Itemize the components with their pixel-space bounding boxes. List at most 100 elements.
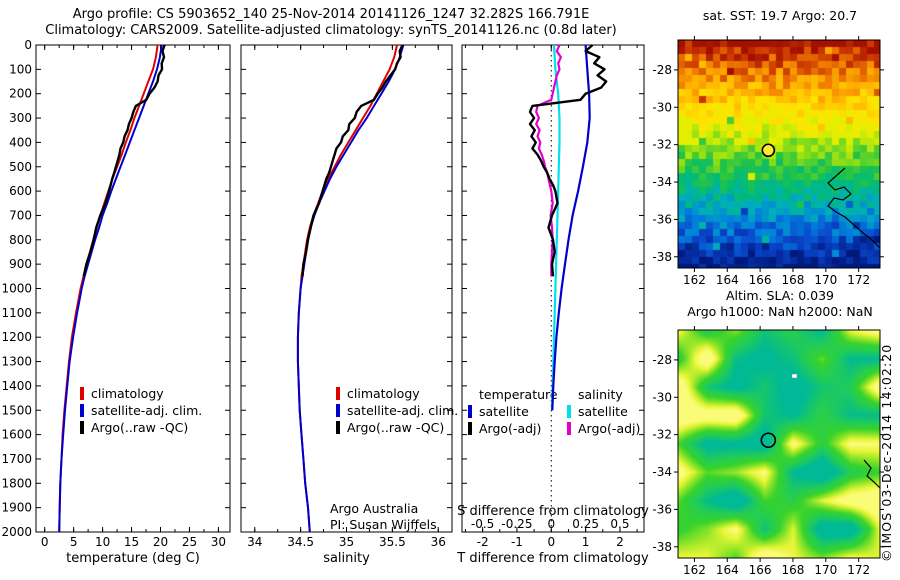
sla-map-lat-tick-label: -28 xyxy=(652,353,672,367)
diff-legend-salinity-items: satellite Argo(-adj) xyxy=(567,403,640,437)
legend-item-s-satellite: satellite xyxy=(567,403,640,420)
temperature-profile-series-2 xyxy=(82,44,166,277)
temperature-profile-y-tick-label: 500 xyxy=(9,160,32,174)
temperature-profile-x-tick-label: 0 xyxy=(41,535,49,549)
temperature-profile-y-tick-label: 1200 xyxy=(1,330,32,344)
satellite-adj-label: satellite-adj. clim. xyxy=(91,403,203,418)
difference-profile-x-tick-label: 0 xyxy=(547,535,555,549)
sla-map-lon-tick-label: 162 xyxy=(683,563,706,577)
salinity-profile-xlabel: salinity xyxy=(323,551,370,566)
sla-map-lon-tick-label: 172 xyxy=(847,563,870,577)
temperature-profile-xlabel: temperature (deg C) xyxy=(66,551,200,566)
temperature-profile-y-tick-label: 1000 xyxy=(1,282,32,296)
sst-map-lat-tick-label: -36 xyxy=(652,212,672,226)
temperature-plot-legend: climatology satellite-adj. clim. Argo(..… xyxy=(80,385,202,436)
salinity-profile-x-tick-label: 34 xyxy=(247,535,262,549)
sla-map-axes: 162 164 166 168 170 172 -28 -30 -32 -34 -36 -38 xyxy=(652,326,884,577)
temperature-profile-y-tick-label: 1900 xyxy=(1,501,32,515)
sla-map-island-speck xyxy=(791,373,798,379)
salinity-profile-series-2 xyxy=(301,44,404,277)
climatology-line-swatch xyxy=(336,387,340,400)
sla-map-lat-tick-label: -32 xyxy=(652,428,672,442)
t-argo-label: Argo(-adj) xyxy=(479,421,542,436)
temperature-profile-x-tick-label: 30 xyxy=(211,535,226,549)
temperature-profile-y-tick-label: 1700 xyxy=(1,452,32,466)
difference-profile-plot: -2 -0.5 -1 -0.25 0 0 1 0.25 2 0.5 T difference fro… xyxy=(456,44,649,566)
pi-note: PI: Susan Wijffels xyxy=(330,517,437,532)
difference-profile-x2-tick-label: 0.25 xyxy=(572,517,599,531)
sst-map-lon-tick-label: 164 xyxy=(716,273,739,287)
temperature-profile-y-tick-label: 1800 xyxy=(1,476,32,490)
sst-map-lon-tick-label: 172 xyxy=(847,273,870,287)
sst-map-frame xyxy=(677,39,881,269)
legend-item-satellite-adj: satellite-adj. clim. xyxy=(336,402,458,419)
temperature-profile-y-tick-label: 1300 xyxy=(1,355,32,369)
sst-map-lat-tick-label: -32 xyxy=(652,138,672,152)
difference-profile-x-tick-label: -2 xyxy=(477,535,489,549)
satellite-adj-line-swatch xyxy=(336,404,340,417)
sst-map-title: sat. SST: 19.7 Argo: 20.7 xyxy=(702,8,858,23)
climatology-label: climatology xyxy=(91,386,164,401)
sst-map-float-position-marker xyxy=(761,143,776,158)
difference-profile-series-0 xyxy=(551,44,591,411)
legend-item-climatology: climatology xyxy=(336,385,458,402)
sla-map-lat-tick-label: -38 xyxy=(652,540,672,554)
sla-map-title-line2: Argo h1000: NaN h2000: NaN xyxy=(687,304,873,319)
legend-item-t-argo: Argo(-adj) xyxy=(468,420,541,437)
sst-map-lon-tick-label: 162 xyxy=(683,273,706,287)
difference-profile-series-3 xyxy=(535,44,563,277)
temperature-profile-y-tick-label: 800 xyxy=(9,233,32,247)
difference-profile-series-2 xyxy=(550,44,561,411)
sla-map-image xyxy=(678,330,880,558)
sst-map-lat-tick-label: -38 xyxy=(652,250,672,264)
sst-map-lon-tick-label: 168 xyxy=(782,273,805,287)
t-satellite-line-swatch xyxy=(468,405,472,418)
climatology-line-swatch xyxy=(80,387,84,400)
temperature-profile-x-tick-label: 5 xyxy=(70,535,78,549)
sla-map-lon-tick-label: 164 xyxy=(716,563,739,577)
t-satellite-label: satellite xyxy=(479,404,529,419)
sla-map-lon-tick-label: 168 xyxy=(782,563,805,577)
difference-profile-frame xyxy=(461,44,645,533)
difference-profile-xlabel2: S difference from climatology xyxy=(457,504,649,519)
diff-legend-salinity-header: salinity xyxy=(578,387,623,402)
sst-map-lat-tick-label: -30 xyxy=(652,100,672,114)
temperature-profile-x-tick-label: 25 xyxy=(182,535,197,549)
temperature-profile-series-0 xyxy=(58,44,159,533)
legend-item-satellite-adj: satellite-adj. clim. xyxy=(80,402,202,419)
temperature-profile-y-tick-label: 100 xyxy=(9,62,32,76)
argo-line-swatch xyxy=(80,421,84,434)
argo-label: Argo(..raw -QC) xyxy=(91,420,189,435)
sla-map-lat-tick-label: -30 xyxy=(652,390,672,404)
satellite-adj-line-swatch xyxy=(80,404,84,417)
temperature-profile-x-tick-label: 10 xyxy=(95,535,110,549)
figure-title-line2: Climatology: CARS2009. Satellite-adjuste… xyxy=(45,23,617,38)
salinity-profile-plot: 34 34.5 35 35.5 36 salinity xyxy=(240,44,453,566)
salinity-plot-legend: climatology satellite-adj. clim. Argo(..… xyxy=(336,385,458,436)
difference-profile-x2-tick-label: 0.5 xyxy=(610,517,629,531)
temperature-profile-y-tick-label: 200 xyxy=(9,87,32,101)
sla-map-lat-tick-label: -34 xyxy=(652,465,672,479)
imos-copyright: ©IMOS 03-Dec-2014 14:02:20 xyxy=(879,344,894,562)
sla-map-title-line1: Altim. SLA: 0.039 xyxy=(725,288,834,303)
temperature-profile-y-tick-label: 900 xyxy=(9,257,32,271)
difference-profile-x-tick-label: 2 xyxy=(616,535,624,549)
salinity-profile-series-1 xyxy=(296,44,405,533)
temperature-profile-x-tick-label: 20 xyxy=(153,535,168,549)
temperature-profile-y-tick-label: 300 xyxy=(9,111,32,125)
salinity-profile-x-tick-label: 36 xyxy=(431,535,446,549)
temperature-profile-y-tick-label: 1500 xyxy=(1,403,32,417)
temperature-profile-x-tick-label: 15 xyxy=(124,535,139,549)
figure-title-line1: Argo profile: CS 5903652_140 25-Nov-2014… xyxy=(72,7,590,22)
t-argo-line-swatch xyxy=(468,422,472,435)
temperature-profile-y-tick-label: 1600 xyxy=(1,428,32,442)
sst-map-lon-tick-label: 166 xyxy=(749,273,772,287)
sst-map-lat-tick-label: -34 xyxy=(652,175,672,189)
temperature-profile-y-tick-label: 400 xyxy=(9,135,32,149)
diff-legend-temperature-header: temperature xyxy=(479,387,558,402)
difference-profile-x-tick-label: -1 xyxy=(511,535,523,549)
sst-map-lat-tick-label: -28 xyxy=(652,63,672,77)
legend-item-argo: Argo(..raw -QC) xyxy=(336,419,458,436)
legend-item-climatology: climatology xyxy=(80,385,202,402)
